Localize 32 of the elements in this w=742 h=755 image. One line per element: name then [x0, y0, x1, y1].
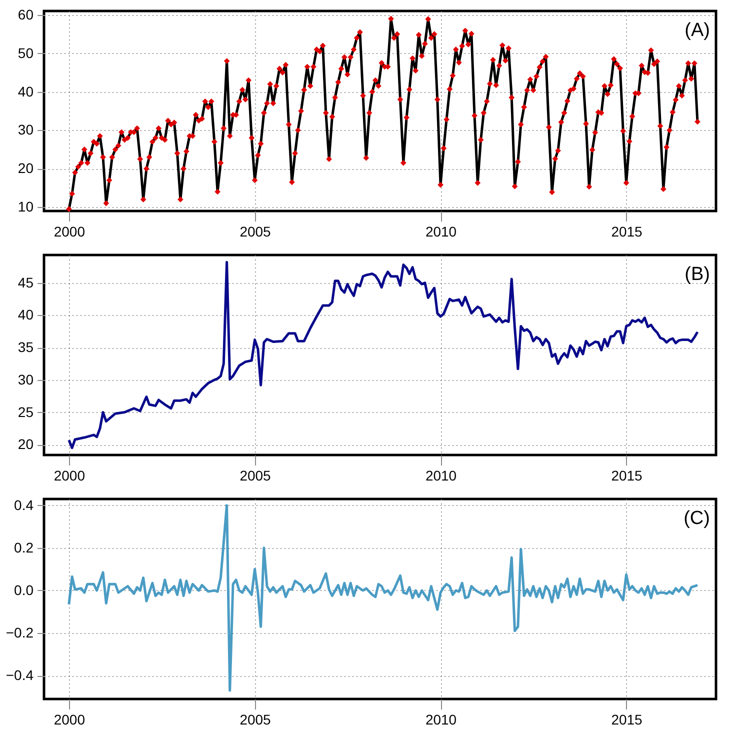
y-tick-label: −0.2 [6, 624, 34, 641]
y-tick-label: 0.4 [14, 496, 34, 513]
annotation: (B) [684, 264, 710, 285]
y-tick-label: 30 [18, 371, 34, 388]
x-tick-label: 2010 [425, 224, 457, 240]
x-tick-label: 2010 [425, 468, 457, 484]
y-tick-label: 20 [18, 436, 34, 452]
x-tick-label: 2015 [611, 712, 643, 728]
y-tick-label: −0.4 [6, 667, 34, 684]
y-tick-label: 35 [18, 339, 34, 356]
x-tick-label: 2015 [611, 224, 643, 240]
y-tick-label: 30 [18, 122, 34, 138]
x-tick-label: 2005 [240, 712, 272, 728]
y-tick-label: 50 [18, 44, 34, 61]
y-tick-label: 40 [18, 83, 34, 100]
x-tick-label: 2000 [54, 468, 86, 484]
y-tick-label: 20 [18, 160, 34, 176]
x-tick-label: 2005 [240, 468, 272, 484]
y-tick-label: 0.0 [14, 582, 34, 598]
y-tick-label: 25 [18, 404, 34, 420]
x-tick-label: 2015 [611, 468, 643, 484]
x-tick-label: 2005 [240, 224, 272, 240]
x-tick-label: 2000 [54, 224, 86, 240]
y-tick-label: 60 [18, 6, 34, 22]
annotation: (A) [684, 20, 710, 41]
x-tick-label: 2010 [425, 712, 457, 728]
y-tick-label: 10 [18, 198, 34, 215]
x-tick-label: 2000 [54, 712, 86, 728]
y-tick-label: 40 [18, 306, 34, 323]
y-tick-label: 0.2 [14, 539, 34, 556]
annotation: (C) [684, 508, 710, 529]
y-tick-label: 45 [18, 274, 34, 290]
